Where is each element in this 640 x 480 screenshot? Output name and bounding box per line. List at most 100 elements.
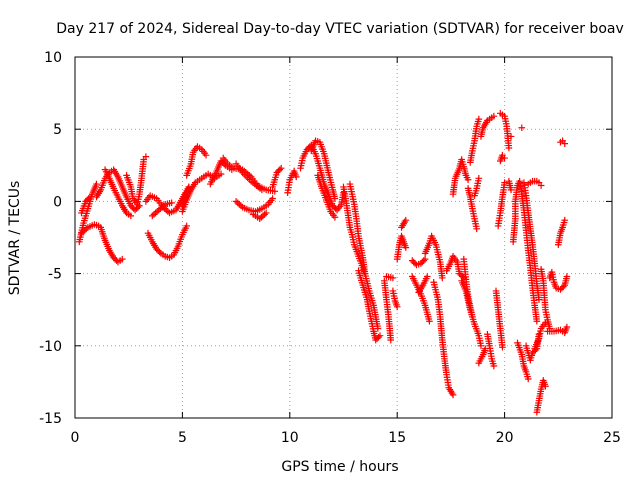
data-point — [276, 166, 284, 173]
data-point — [375, 333, 382, 341]
data-point — [524, 375, 532, 383]
data-point — [389, 274, 397, 282]
data-point — [127, 212, 135, 220]
data-point — [292, 173, 300, 181]
data-point — [561, 140, 569, 147]
data-point — [402, 216, 410, 224]
data-point — [563, 273, 571, 280]
data-point — [473, 225, 480, 233]
data-point — [542, 382, 549, 390]
data-point — [499, 343, 506, 351]
chart-title: Day 217 of 2024, Sidereal Day-to-day VTE… — [56, 21, 624, 37]
x-tick-label: 0 — [71, 430, 80, 446]
data-point — [86, 193, 94, 201]
data-point — [475, 115, 483, 123]
data-point — [530, 348, 538, 355]
data-point — [529, 349, 536, 357]
data-point — [501, 154, 508, 162]
data-point — [402, 244, 410, 251]
y-tick-label: 5 — [53, 122, 62, 138]
data-point — [560, 283, 567, 290]
data-point — [154, 247, 162, 254]
y-tick-label: 10 — [44, 50, 62, 66]
data-point — [331, 195, 339, 202]
data-point — [507, 186, 515, 194]
data-point — [423, 273, 431, 280]
data-point — [83, 196, 91, 204]
data-point — [168, 199, 175, 207]
data-point — [118, 255, 126, 263]
axes: 0 5 10 15 20 25 -15 -10 -5 0 5 10 — [39, 50, 621, 446]
data-point — [269, 195, 276, 202]
data-point — [82, 198, 90, 205]
data-point — [561, 216, 569, 224]
data-point — [85, 195, 92, 202]
x-tick-label: 25 — [603, 430, 621, 446]
data-point — [410, 258, 417, 266]
data-point — [258, 186, 266, 194]
data-point — [464, 176, 472, 184]
data-point — [271, 187, 279, 195]
data-point — [411, 260, 419, 267]
data-point — [93, 180, 100, 188]
data-point — [331, 213, 339, 221]
data-point — [111, 255, 119, 263]
data-point — [376, 332, 384, 339]
data-point — [535, 296, 543, 303]
data-points — [75, 110, 571, 416]
x-tick-label: 5 — [178, 430, 187, 446]
data-point — [185, 183, 193, 191]
data-point — [417, 260, 425, 267]
data-point — [537, 182, 545, 189]
data-point — [533, 317, 541, 325]
data-point — [421, 255, 429, 263]
data-point — [142, 153, 150, 160]
data-point — [202, 151, 210, 159]
data-point — [393, 303, 401, 311]
data-point — [110, 254, 117, 262]
data-point — [518, 124, 526, 132]
data-point — [557, 286, 564, 293]
data-point — [305, 144, 312, 152]
x-tick-label: 20 — [496, 430, 514, 446]
data-point — [373, 335, 381, 342]
y-tick-label: -10 — [39, 339, 62, 355]
x-axis-label: GPS time / hours — [281, 459, 398, 475]
data-point — [131, 206, 139, 214]
data-point — [262, 209, 270, 217]
data-point — [490, 362, 498, 370]
y-tick-label: -15 — [39, 411, 62, 427]
data-point — [475, 174, 483, 182]
y-tick-label: -5 — [48, 267, 62, 283]
data-point — [128, 203, 136, 211]
data-point — [563, 323, 571, 331]
data-point — [273, 169, 281, 176]
data-point — [387, 336, 395, 344]
y-tick-label: 0 — [53, 194, 62, 210]
data-point — [277, 164, 285, 172]
data-point — [408, 257, 416, 264]
data-point — [156, 248, 163, 256]
data-point — [449, 391, 457, 399]
y-axis-label: SDTVAR / TECUs — [7, 181, 23, 296]
data-point — [457, 271, 465, 279]
data-point — [558, 284, 566, 292]
data-point — [501, 179, 508, 186]
data-point — [490, 112, 498, 120]
data-point — [127, 202, 135, 210]
data-point — [329, 202, 337, 210]
data-point — [456, 270, 463, 277]
data-point — [420, 257, 427, 264]
data-point — [439, 274, 446, 282]
data-point — [133, 205, 140, 212]
data-point — [426, 317, 433, 325]
x-tick-label: 10 — [281, 430, 299, 446]
data-point — [505, 144, 513, 152]
data-point — [217, 170, 225, 178]
data-point — [418, 258, 426, 266]
data-point — [275, 167, 282, 175]
data-point — [372, 336, 380, 344]
data-point — [507, 133, 515, 140]
